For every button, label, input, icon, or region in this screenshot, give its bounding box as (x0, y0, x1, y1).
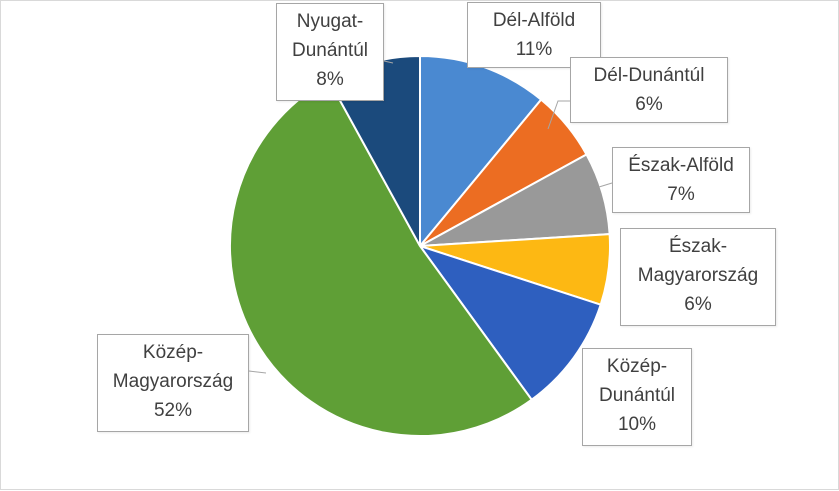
data-label-del-dunantul: Dél-Dunántúl 6% (570, 57, 728, 123)
data-label-nyugat-dunantul: Nyugat- Dunántúl 8% (276, 3, 384, 101)
pie-slice-kozep-magyarorszag (228, 78, 534, 437)
leader-line-nyugat-dunantul (383, 60, 394, 64)
data-label-kozep-magyarorszag: Közép- Magyarország 52% (97, 334, 249, 432)
data-label-eszak-magyarorszag: Észak- Magyarország 6% (620, 228, 776, 326)
leader-line-eszak-alfold (598, 182, 613, 188)
data-label-del-alfold: Dél-Alföld 11% (467, 2, 601, 68)
data-label-eszak-alfold: Észak-Alföld 7% (612, 147, 750, 213)
data-label-kozep-dunantul: Közép- Dunántúl 10% (582, 348, 692, 446)
leader-line-kozep-magyarorszag (248, 370, 267, 374)
leader-line-del-dunantul (547, 100, 570, 130)
pie-slice-kozep-dunantul (417, 244, 602, 402)
